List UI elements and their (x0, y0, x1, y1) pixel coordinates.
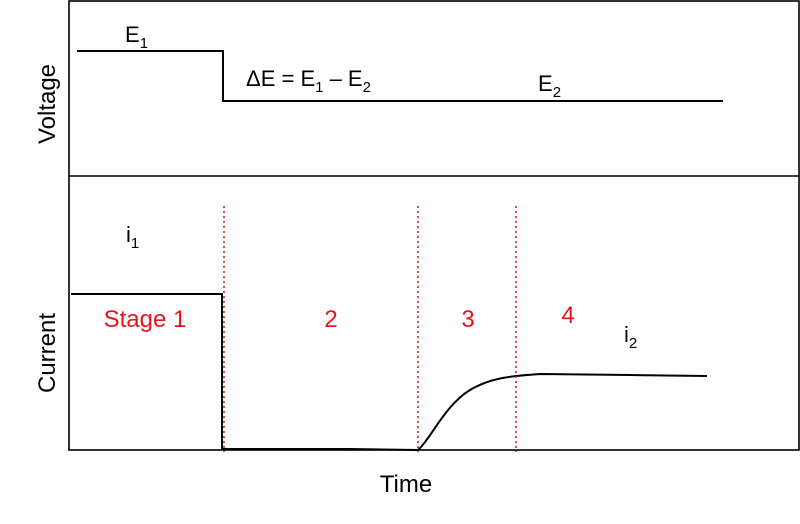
i2-label: i2 (624, 322, 637, 352)
e2-sub: 2 (553, 84, 561, 101)
time-axis-label: Time (380, 471, 432, 498)
delta-sub1: 1 (315, 79, 323, 96)
i2-sub: 2 (629, 335, 637, 352)
delta-mid: – E (323, 66, 362, 91)
voltage-axis-label: Voltage (34, 64, 61, 144)
plot-frame (68, 0, 800, 451)
i1-main: i (126, 222, 131, 247)
i1-label: i1 (126, 222, 139, 252)
stage-label-4: 4 (561, 302, 574, 329)
stage-label-2: 2 (324, 306, 337, 333)
i2-main: i (624, 322, 629, 347)
stage-label-3: 3 (461, 306, 474, 333)
delta-sub2: 2 (363, 79, 371, 96)
e1-sub: 1 (140, 35, 148, 52)
stage-label-1: Stage 1 (104, 306, 187, 333)
e1-main: E (125, 22, 140, 47)
delta-prefix: ΔE = E (246, 66, 315, 91)
e2-label: E2 (538, 71, 561, 101)
voltage-step-line (77, 50, 723, 102)
e2-main: E (538, 71, 553, 96)
current-trace (71, 293, 708, 452)
i1-sub: 1 (131, 235, 139, 252)
delta-e-label: ΔE = E1 – E2 (246, 66, 371, 96)
current-axis-label: Current (34, 313, 61, 393)
e1-label: E1 (125, 22, 148, 52)
